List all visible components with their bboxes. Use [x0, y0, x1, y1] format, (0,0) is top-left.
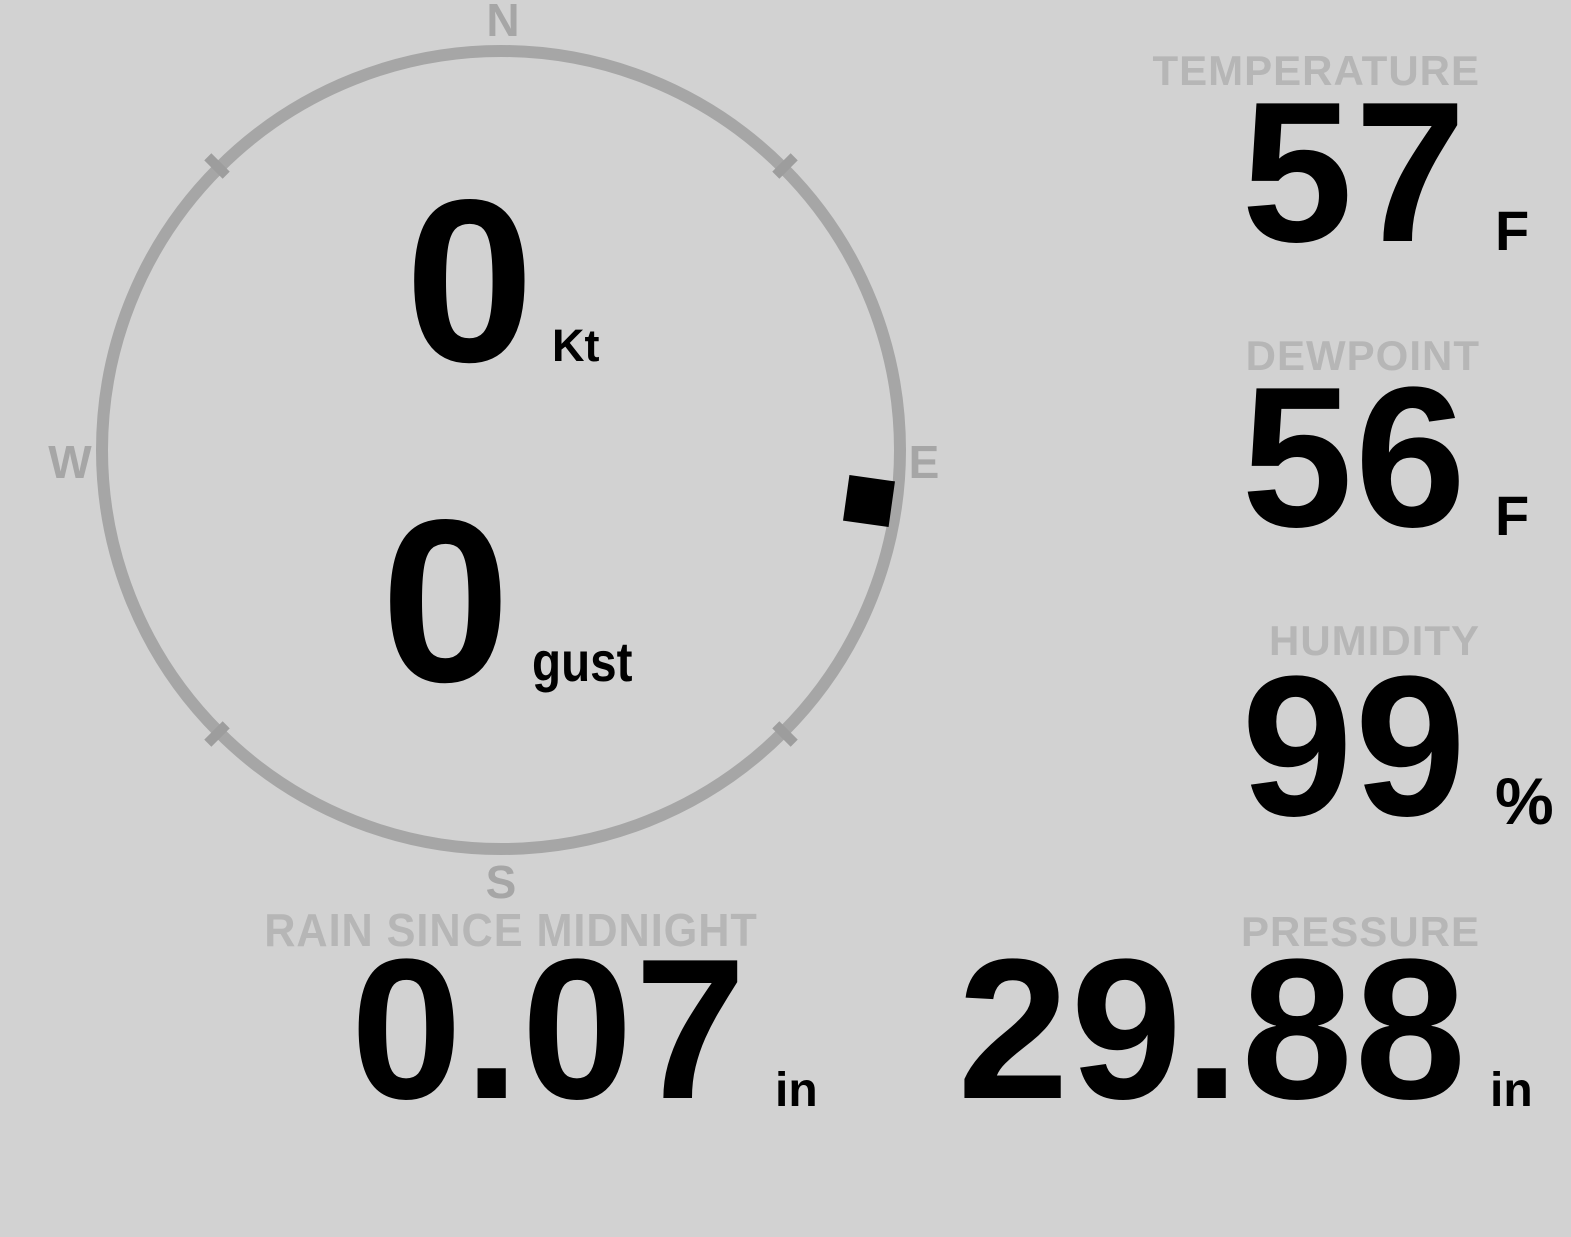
temperature-label: TEMPERATURE [1152, 47, 1480, 94]
cardinal-east-label: E [908, 436, 940, 488]
wind-gust-row: 0 gust [381, 486, 650, 718]
wind-speed-row: 0 Kt [405, 166, 600, 398]
humidity-label: HUMIDITY [1269, 617, 1480, 664]
pressure-unit: in [1490, 1064, 1533, 1117]
pressure-label: PRESSURE [1240, 908, 1480, 955]
humidity-value: 99 [1241, 635, 1468, 858]
wind-gust-value: 0 [381, 472, 513, 731]
wind-direction-marker [843, 475, 895, 527]
dewpoint-unit: F [1495, 484, 1530, 547]
cardinal-north-label: N [486, 0, 520, 46]
rain-value: 0.07 [350, 918, 748, 1141]
wind-speed-value: 0 [405, 152, 537, 411]
humidity-unit: % [1495, 764, 1554, 838]
dewpoint-label: DEWPOINT [1245, 332, 1480, 379]
rain-unit: in [775, 1064, 818, 1117]
temperature-value: 57 [1241, 61, 1468, 284]
pressure-value: 29.88 [957, 918, 1468, 1141]
wind-gust-unit: gust [532, 630, 633, 693]
dewpoint-value: 56 [1241, 346, 1468, 569]
cardinal-west-label: W [48, 436, 92, 488]
temperature-unit: F [1495, 199, 1530, 262]
wind-speed-unit: Kt [552, 320, 600, 371]
rain-label: RAIN SINCE MIDNIGHT [264, 904, 758, 956]
cardinal-south-label: S [485, 856, 517, 908]
